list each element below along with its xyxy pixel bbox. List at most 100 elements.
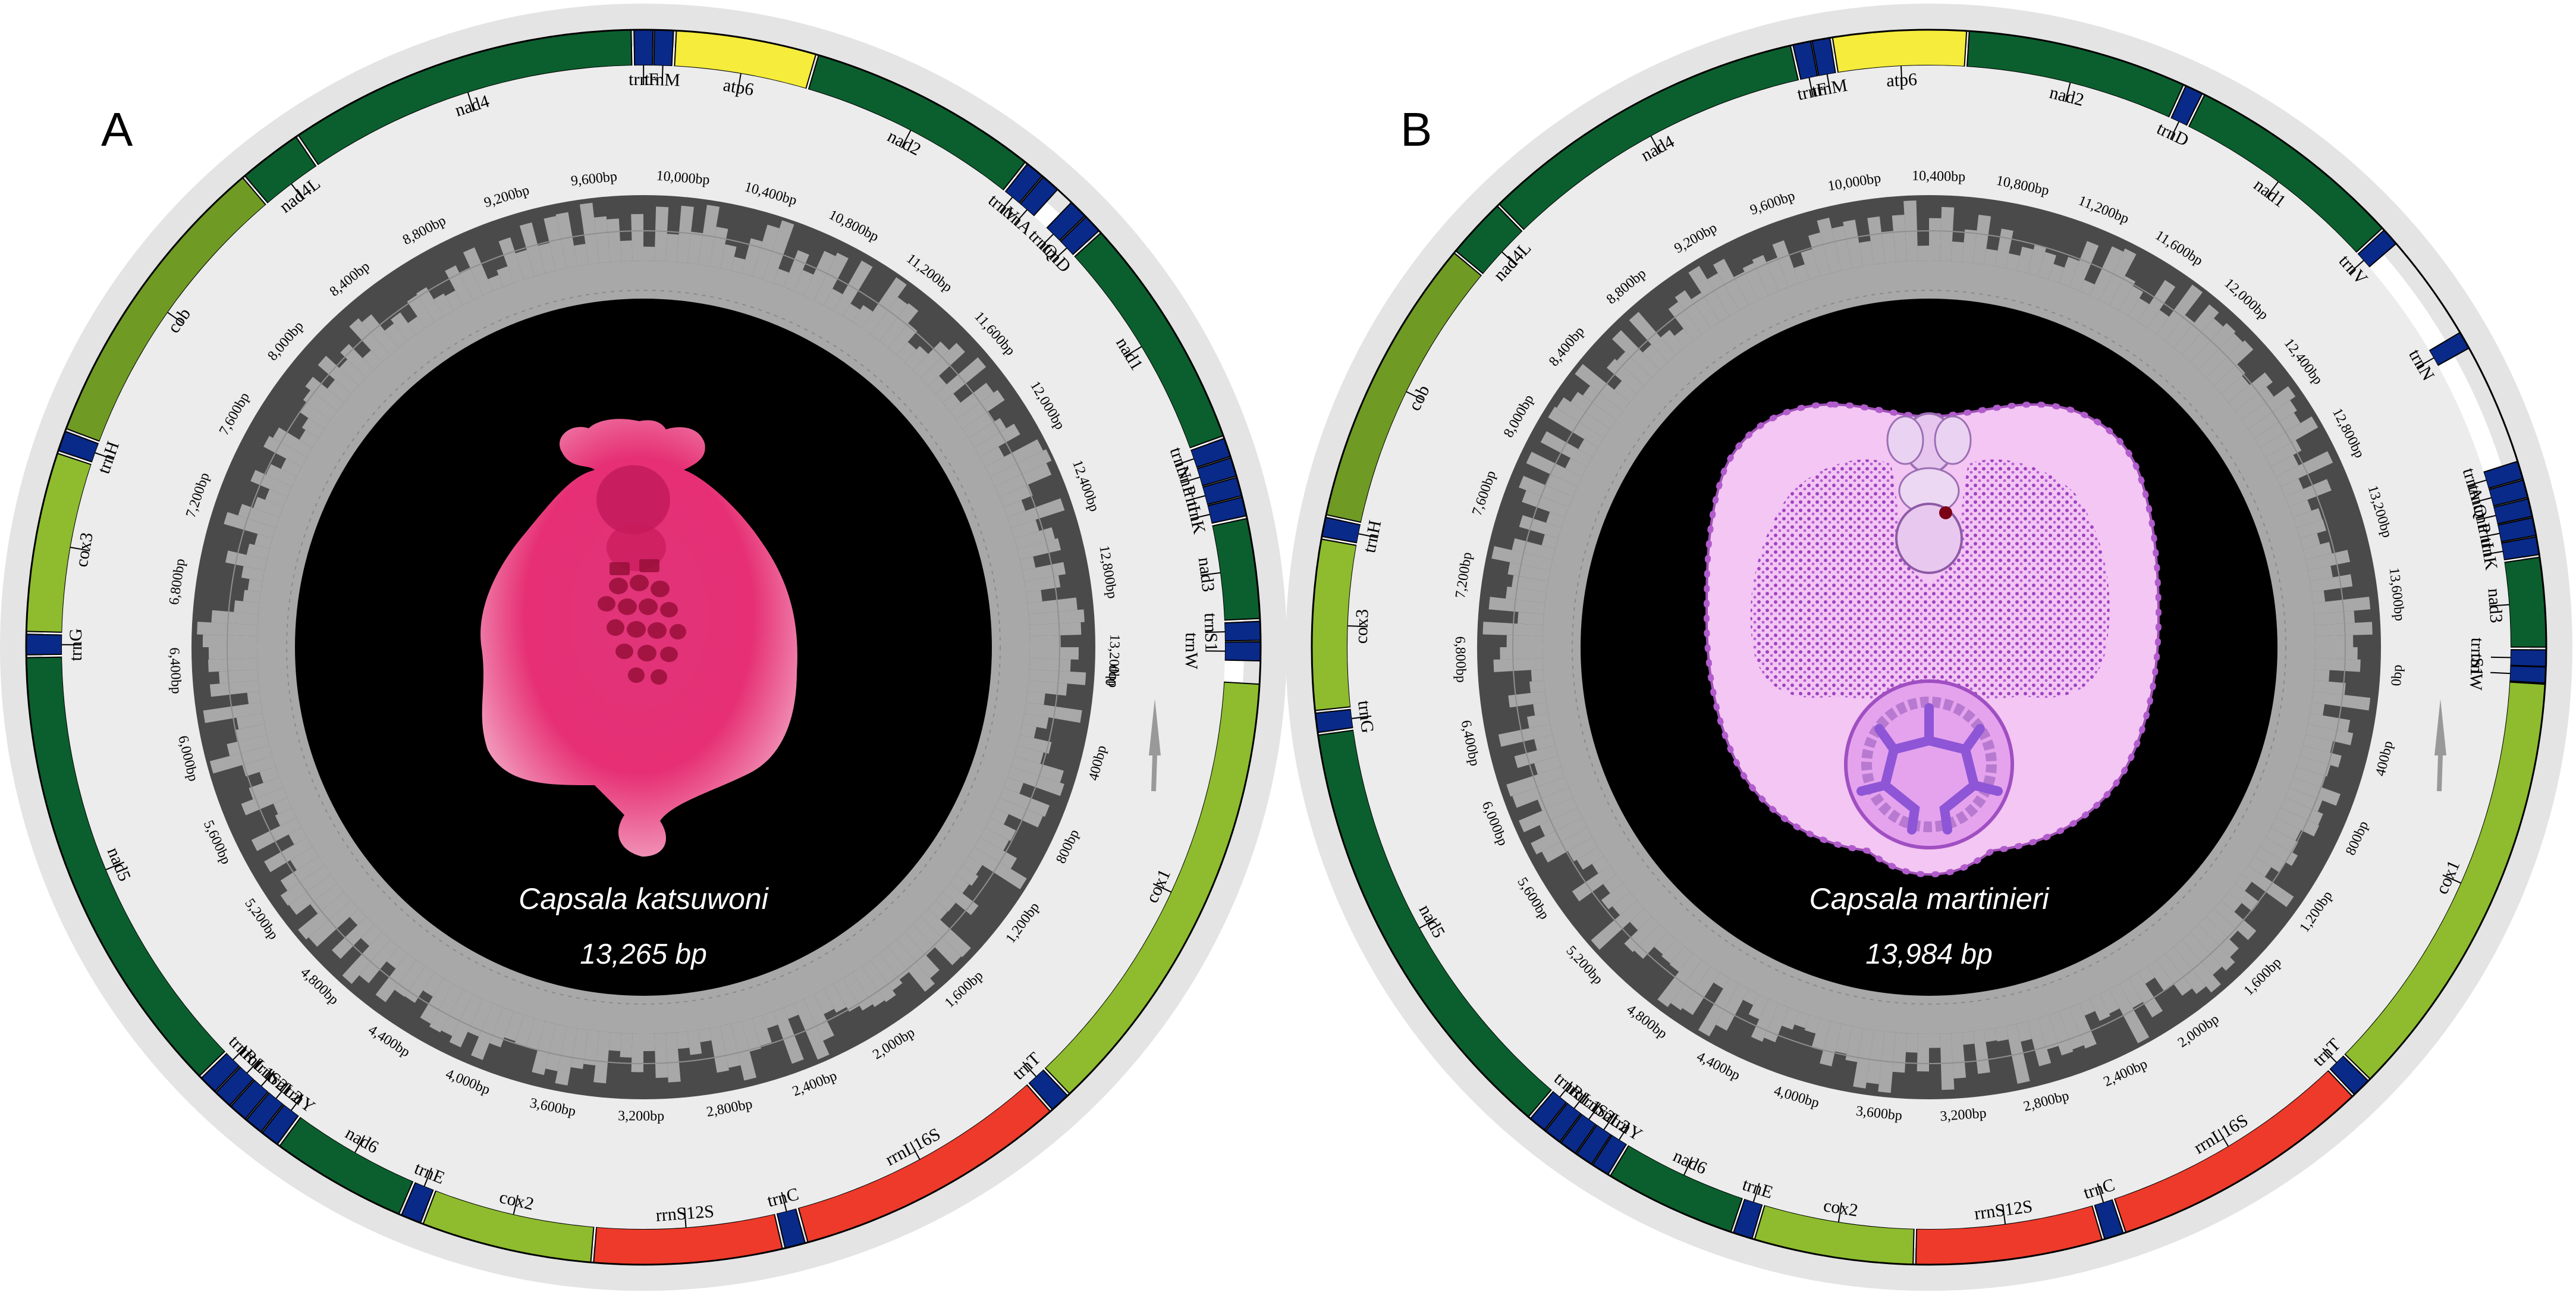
gc-bar [236,713,265,729]
gc-bar [2128,972,2163,1018]
gc-bar [318,356,359,394]
gc-bar [1716,983,1749,1031]
gc-bar [904,346,928,370]
gc-bar [1578,439,1598,457]
gc-bar [272,427,313,457]
gc-bar [2016,1021,2032,1042]
gc-bar [2315,635,2354,647]
gc-bar [445,265,473,306]
gc-bar [1906,1033,1918,1053]
gc-bar [2276,808,2319,837]
gene-label-trnW: trnW [1182,632,1201,670]
gc-bar [1582,385,1623,420]
gene-leader-line [2480,532,2500,538]
gc-bar [794,999,830,1060]
gc-bar [2254,846,2286,873]
gc-bar [1507,562,1550,582]
gc-bar [2006,253,2021,271]
gc-guide-circle [227,230,1060,1064]
gc-bar [2276,451,2333,487]
gc-bar [904,924,935,956]
gc-bar [1493,658,1544,672]
gene-leader-line [2467,479,2487,487]
gene-leader-line [2266,181,2279,198]
gc-bar [962,411,995,438]
gc-bar [526,1018,545,1051]
gene-leader-line [1900,66,1903,86]
gc-bar [974,837,1017,869]
gene-arc-trnS1 [2509,649,2547,667]
gc-bar [375,953,416,1002]
gc-bar [1003,777,1024,794]
gc-bar [720,244,737,271]
gene-leader-line [661,65,664,86]
gc-bar [1867,216,1885,265]
gc-bar [1567,837,1598,862]
gc-bar [1698,978,1739,1037]
gc-bar [852,305,873,328]
gc-bar [1674,328,1694,348]
gene-leader-line [2322,1048,2337,1063]
gene-leader-line [1201,572,1221,576]
gene-label-rrnS12S: rrnS12S [655,1202,715,1225]
gene-leader-line [291,183,304,200]
gc-bar [265,489,288,507]
gc-bar [742,238,763,277]
gc-bar [2305,550,2351,570]
gc-bar [871,953,903,991]
gc-bar [310,883,344,914]
gc-bar [2248,856,2272,877]
gene-leader-line [1588,1103,1601,1120]
gc-bar [362,314,399,355]
gc-bar [2314,622,2373,636]
gc-bar [1020,724,1036,738]
gc-bar [208,647,257,660]
gc-bar [471,1003,504,1061]
gene-leader-line [105,861,125,870]
gene-label-trnF: trnF [629,70,658,89]
gene-leader-line [2442,874,2461,884]
gc-bar [1892,214,1907,262]
gene-label-atp6: atp6 [1886,70,1918,90]
gene-leader-line [999,197,1013,214]
gc-bar [943,883,979,915]
gc-guide-circle [1512,230,2346,1064]
gc-bar [804,994,834,1041]
gc-bar [387,946,408,969]
gc-bar [813,252,849,306]
tick-label: 3,200bp [618,1108,664,1124]
gene-arc-trnW [2509,665,2547,684]
gc-bar [362,350,382,370]
gc-bar [519,222,545,277]
gc-bar [1556,397,1610,438]
gene-leader-line [1826,74,1832,94]
gc-content-bars [197,202,1086,1086]
gc-bar [2299,533,2320,549]
gene-track-outline [25,29,1262,1266]
gc-bar [394,960,426,997]
gene-leader-line [2002,1204,2006,1224]
direction-arrow-icon [2434,699,2446,755]
gc-bar [2285,787,2323,812]
gc-bar [773,1007,804,1064]
gc-bar [879,946,909,980]
panel-letter: A [101,103,133,156]
gc-bar [1506,766,1565,797]
gc-bar [227,735,270,756]
gene-leader-line [1039,234,1054,249]
gene-track [25,29,1262,1266]
gc-bar [209,745,273,774]
gc-bar [2109,983,2150,1043]
direction-arrow-shaft [2437,755,2443,792]
gc-bar [2235,874,2252,891]
gc-bar [209,680,260,697]
gene-leader-line [1406,391,1425,402]
gc-bar [608,1032,621,1052]
gc-bar [583,1030,599,1066]
gc-bar [2314,669,2330,682]
gc-bar [2079,999,2096,1016]
gc-bar [1606,359,1645,394]
gc-bar [2265,827,2298,853]
gc-bar [2027,244,2047,277]
gc-bar [408,316,426,335]
